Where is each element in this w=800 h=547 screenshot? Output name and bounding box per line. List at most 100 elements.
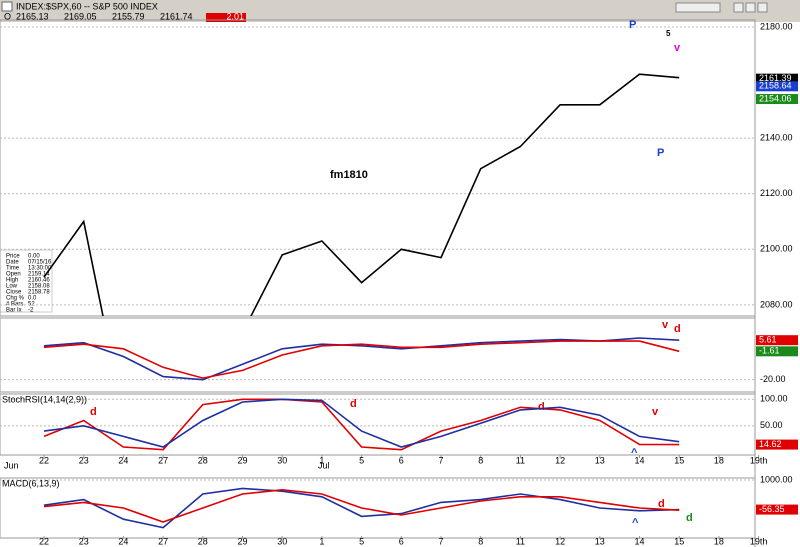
y-tick-label: 2100.00 <box>760 244 793 254</box>
legend-value: 2158.08 <box>28 284 50 290</box>
legend-label: # Bars <box>6 302 23 308</box>
annotation: fm1810 <box>330 169 368 181</box>
x-tick-label: 11 <box>516 536 525 546</box>
quote-value: 2169.05 <box>64 11 97 21</box>
y-tick-label: -20.00 <box>760 374 786 384</box>
x-tick-label: 29 <box>237 536 247 546</box>
x-tick-label: 28 <box>198 536 208 546</box>
quote-value: 2161.74 <box>160 11 193 21</box>
legend-label: Open <box>6 272 21 278</box>
x-tick-label: 24 <box>118 455 128 465</box>
legend-value: 2160.46 <box>28 278 50 284</box>
panel-frame <box>0 317 756 393</box>
close-button[interactable] <box>757 2 768 13</box>
month-label: Jun <box>4 460 19 470</box>
last-value-box <box>756 439 798 450</box>
x-tick-label: 13 <box>595 455 605 465</box>
annotation: ^ <box>631 447 638 459</box>
header-bar <box>0 0 800 22</box>
last-value-box <box>756 335 798 346</box>
panel-title: MACD(6,13,9) <box>2 478 60 488</box>
x-tick-label: 7 <box>438 536 443 546</box>
change-value: 2.01 <box>226 11 244 21</box>
annotation: d <box>90 406 97 418</box>
x-tick-label: 5 <box>359 536 364 546</box>
legend-label: Date <box>6 260 19 266</box>
x-tick-label: 12 <box>555 455 565 465</box>
panel-frame <box>0 19 756 317</box>
annotation: v <box>662 319 669 331</box>
x-tick-label: 29 <box>237 455 247 465</box>
x-tick-label: 6 <box>399 455 404 465</box>
x-tick-label: 22 <box>39 455 49 465</box>
last-value-box <box>756 504 798 515</box>
y-tick-label: 2180.00 <box>760 21 793 31</box>
x-tick-label: 5 <box>359 455 364 465</box>
open-label: O <box>4 11 11 21</box>
x-tick-label: 11 <box>516 455 525 465</box>
legend-value: 0.0 <box>28 296 37 302</box>
x-tick-label: 19th <box>750 455 768 465</box>
annotation: d <box>686 512 693 524</box>
last-value: 5.61 <box>759 335 777 345</box>
quote-value: 2155.79 <box>112 11 145 21</box>
x-tick-label: 19th <box>750 536 768 546</box>
x-tick-label: 15 <box>674 455 684 465</box>
min-button[interactable] <box>733 2 744 13</box>
last-value-box <box>756 94 798 105</box>
annotation: d <box>658 498 665 510</box>
x-tick-label: 27 <box>158 455 168 465</box>
panel-frame <box>0 477 756 539</box>
x-tick-label: 18 <box>714 455 724 465</box>
y-tick-label: 50.00 <box>760 420 783 430</box>
max-button[interactable] <box>745 2 756 13</box>
x-tick-label: 1 <box>319 455 324 465</box>
quote-value: 2165.13 <box>16 11 49 21</box>
annotation: P <box>629 19 636 31</box>
x-tick-label: 7 <box>438 455 443 465</box>
annotation: ^ <box>632 517 639 529</box>
last-value: 2158.64 <box>759 81 792 91</box>
legend-value: 2158.78 <box>28 290 50 296</box>
x-tick-label: 8 <box>478 536 483 546</box>
series-line <box>43 73 680 316</box>
x-tick-label: 28 <box>198 455 208 465</box>
annotation: 5 <box>666 29 671 38</box>
annotation: d <box>350 398 357 410</box>
y-tick-label: 1000.00 <box>760 474 793 484</box>
x-tick-label: 18 <box>714 536 724 546</box>
x-tick-label: 12 <box>555 536 565 546</box>
y-tick-label: 100.00 <box>760 394 788 404</box>
panel-frame <box>0 393 756 456</box>
last-value: 14.62 <box>759 439 782 449</box>
y-tick-label: 2080.00 <box>760 299 793 309</box>
legend-label: Bar Ix <box>6 308 22 314</box>
annotation: d <box>538 401 545 413</box>
legend-box <box>0 249 53 313</box>
x-tick-label: 14 <box>634 536 644 546</box>
last-value-box <box>756 346 798 357</box>
change-box <box>206 13 246 22</box>
annotation: P <box>657 147 664 159</box>
series-line <box>43 337 680 381</box>
x-tick-label: 30 <box>277 455 287 465</box>
x-tick-label: 13 <box>595 536 605 546</box>
legend-value: 52 <box>28 302 35 308</box>
panel-title: StochRSI(14,14(2,9)) <box>2 394 87 404</box>
legend-label: High <box>6 278 18 284</box>
legend-value: 0.00 <box>28 254 40 260</box>
x-tick-label: 27 <box>158 536 168 546</box>
x-tick-label: 15 <box>674 536 684 546</box>
series-line <box>43 488 680 523</box>
last-value-box <box>756 81 798 92</box>
legend-value: 13:30:00 <box>28 266 52 272</box>
legend-label: Close <box>6 290 22 296</box>
legend-label: Chg % <box>6 296 25 302</box>
series-line <box>43 487 680 529</box>
series-line <box>43 340 680 379</box>
x-tick-label: 6 <box>399 536 404 546</box>
scroll[interactable] <box>675 2 721 13</box>
last-value-box <box>756 73 798 84</box>
